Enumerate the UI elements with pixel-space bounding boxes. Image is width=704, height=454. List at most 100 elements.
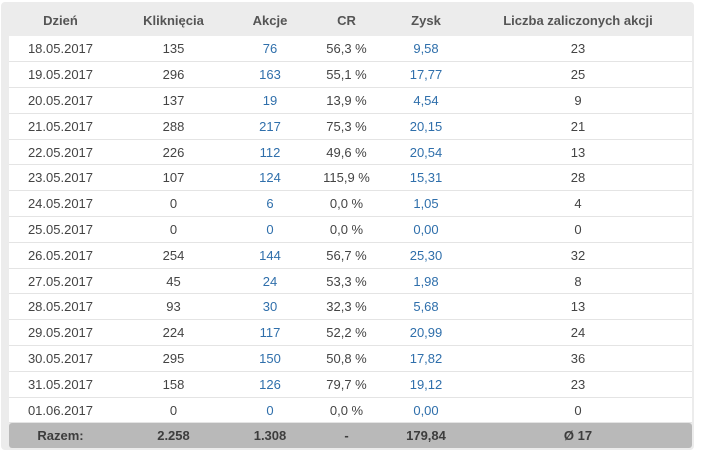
cell-cr: 115,9 % xyxy=(323,170,370,186)
cell-actions-link[interactable]: 19 xyxy=(262,92,278,108)
cell-profit-link[interactable]: 0,00 xyxy=(413,221,439,237)
cell-clicks: 135 xyxy=(162,41,185,57)
cell-actions-link[interactable]: 144 xyxy=(259,247,281,263)
cell-approved: 8 xyxy=(574,273,582,289)
cell-actions-link[interactable]: 24 xyxy=(262,273,278,289)
cell-cr: 0,0 % xyxy=(329,402,364,418)
table-row: 29.05.2017 224 117 52,2 % 20,99 24 xyxy=(9,319,692,346)
cell-approved: 13 xyxy=(570,144,586,160)
cell-day: 26.05.2017 xyxy=(27,247,94,263)
cell-day: 29.05.2017 xyxy=(27,325,94,341)
cell-day: 20.05.2017 xyxy=(27,92,94,108)
totals-cr: - xyxy=(344,428,349,444)
cell-day: 19.05.2017 xyxy=(27,67,94,83)
cell-cr: 50,8 % xyxy=(326,350,367,366)
table-row: 01.06.2017 0 0 0,0 % 0,00 0 xyxy=(9,397,692,423)
cell-clicks: 93 xyxy=(166,299,181,315)
cell-clicks: 137 xyxy=(162,92,185,108)
cell-actions-link[interactable]: 117 xyxy=(259,325,281,341)
cell-cr: 79,7 % xyxy=(326,376,367,392)
cell-approved: 13 xyxy=(570,299,586,315)
table-row: 25.05.2017 0 0 0,0 % 0,00 0 xyxy=(9,216,692,243)
table-row: 26.05.2017 254 144 56,7 % 25,30 32 xyxy=(9,242,692,269)
cell-actions-link[interactable]: 0 xyxy=(266,402,274,418)
cell-actions-link[interactable]: 112 xyxy=(259,144,281,160)
totals-clicks: 2.258 xyxy=(157,428,190,444)
table-row: 18.05.2017 135 76 56,3 % 9,58 23 xyxy=(9,36,692,62)
cell-actions-link[interactable]: 76 xyxy=(262,41,278,57)
cell-profit-link[interactable]: 17,82 xyxy=(409,350,443,366)
cell-profit-link[interactable]: 19,12 xyxy=(409,376,443,392)
cell-profit-link[interactable]: 20,99 xyxy=(409,325,443,341)
cell-clicks: 158 xyxy=(162,376,185,392)
cell-clicks: 107 xyxy=(162,170,185,186)
cell-clicks: 45 xyxy=(166,273,181,289)
header-approved[interactable]: Liczba zaliczonych akcji xyxy=(503,13,653,28)
cell-profit-link[interactable]: 0,00 xyxy=(413,402,439,418)
cell-actions-link[interactable]: 6 xyxy=(266,196,274,212)
cell-day: 28.05.2017 xyxy=(27,299,94,315)
cell-clicks: 295 xyxy=(162,350,185,366)
cell-actions-link[interactable]: 0 xyxy=(266,221,274,237)
table-row: 31.05.2017 158 126 79,7 % 19,12 23 xyxy=(9,371,692,398)
cell-actions-link[interactable]: 30 xyxy=(262,299,278,315)
cell-profit-link[interactable]: 9,58 xyxy=(413,41,439,57)
cell-profit-link[interactable]: 1,05 xyxy=(413,196,439,212)
cell-profit-link[interactable]: 15,31 xyxy=(409,170,443,186)
cell-clicks: 0 xyxy=(169,196,178,212)
cell-clicks: 254 xyxy=(162,247,185,263)
header-cr[interactable]: CR xyxy=(337,13,356,28)
header-clicks[interactable]: Kliknięcia xyxy=(143,13,204,28)
cell-approved: 24 xyxy=(570,325,586,341)
table-header-row: Dzień Kliknięcia Akcje CR Zysk Liczba za… xyxy=(9,5,692,36)
cell-profit-link[interactable]: 1,98 xyxy=(413,273,439,289)
cell-profit-link[interactable]: 4,54 xyxy=(413,92,439,108)
cell-day: 18.05.2017 xyxy=(27,41,94,57)
cell-profit-link[interactable]: 17,77 xyxy=(409,67,443,83)
cell-cr: 55,1 % xyxy=(326,67,367,83)
table-row: 28.05.2017 93 30 32,3 % 5,68 13 xyxy=(9,293,692,320)
cell-actions-link[interactable]: 126 xyxy=(259,376,281,392)
cell-day: 23.05.2017 xyxy=(27,170,94,186)
cell-profit-link[interactable]: 20,15 xyxy=(409,118,443,134)
cell-cr: 13,9 % xyxy=(326,92,367,108)
cell-cr: 75,3 % xyxy=(326,118,367,134)
table-row: 27.05.2017 45 24 53,3 % 1,98 8 xyxy=(9,268,692,294)
cell-approved: 23 xyxy=(570,376,586,392)
cell-profit-link[interactable]: 25,30 xyxy=(409,247,443,263)
totals-profit: 179,84 xyxy=(406,428,446,444)
stats-panel: Dzień Kliknięcia Akcje CR Zysk Liczba za… xyxy=(1,2,694,450)
table-row: 30.05.2017 295 150 50,8 % 17,82 36 xyxy=(9,345,692,372)
cell-actions-link[interactable]: 217 xyxy=(259,118,281,134)
cell-cr: 56,7 % xyxy=(326,247,367,263)
header-actions[interactable]: Akcje xyxy=(252,13,288,28)
cell-actions-link[interactable]: 163 xyxy=(259,67,281,83)
cell-approved: 32 xyxy=(570,247,586,263)
cell-actions-link[interactable]: 150 xyxy=(259,350,281,366)
cell-actions-link[interactable]: 124 xyxy=(259,170,281,186)
cell-cr: 0,0 % xyxy=(329,196,364,212)
header-profit[interactable]: Zysk xyxy=(411,13,441,28)
cell-clicks: 0 xyxy=(169,402,178,418)
cell-day: 22.05.2017 xyxy=(27,144,94,160)
header-day[interactable]: Dzień xyxy=(43,13,78,28)
cell-cr: 52,2 % xyxy=(326,325,367,341)
daily-stats-table: Dzień Kliknięcia Akcje CR Zysk Liczba za… xyxy=(9,5,692,448)
cell-day: 31.05.2017 xyxy=(27,376,94,392)
cell-cr: 32,3 % xyxy=(326,299,367,315)
table-row: 22.05.2017 226 112 49,6 % 20,54 13 xyxy=(9,139,692,165)
cell-cr: 56,3 % xyxy=(326,41,367,57)
table-row: 24.05.2017 0 6 0,0 % 1,05 4 xyxy=(9,190,692,217)
cell-day: 30.05.2017 xyxy=(27,350,94,366)
cell-profit-link[interactable]: 5,68 xyxy=(413,299,439,315)
cell-clicks: 0 xyxy=(169,221,178,237)
cell-cr: 53,3 % xyxy=(326,273,367,289)
cell-day: 21.05.2017 xyxy=(27,118,94,134)
cell-approved: 0 xyxy=(574,221,582,237)
cell-approved: 23 xyxy=(570,41,586,57)
table-row: 21.05.2017 288 217 75,3 % 20,15 21 xyxy=(9,113,692,140)
table-row: 23.05.2017 107 124 115,9 % 15,31 28 xyxy=(9,164,692,191)
cell-cr: 0,0 % xyxy=(329,221,364,237)
cell-clicks: 296 xyxy=(162,67,185,83)
cell-profit-link[interactable]: 20,54 xyxy=(409,144,443,160)
